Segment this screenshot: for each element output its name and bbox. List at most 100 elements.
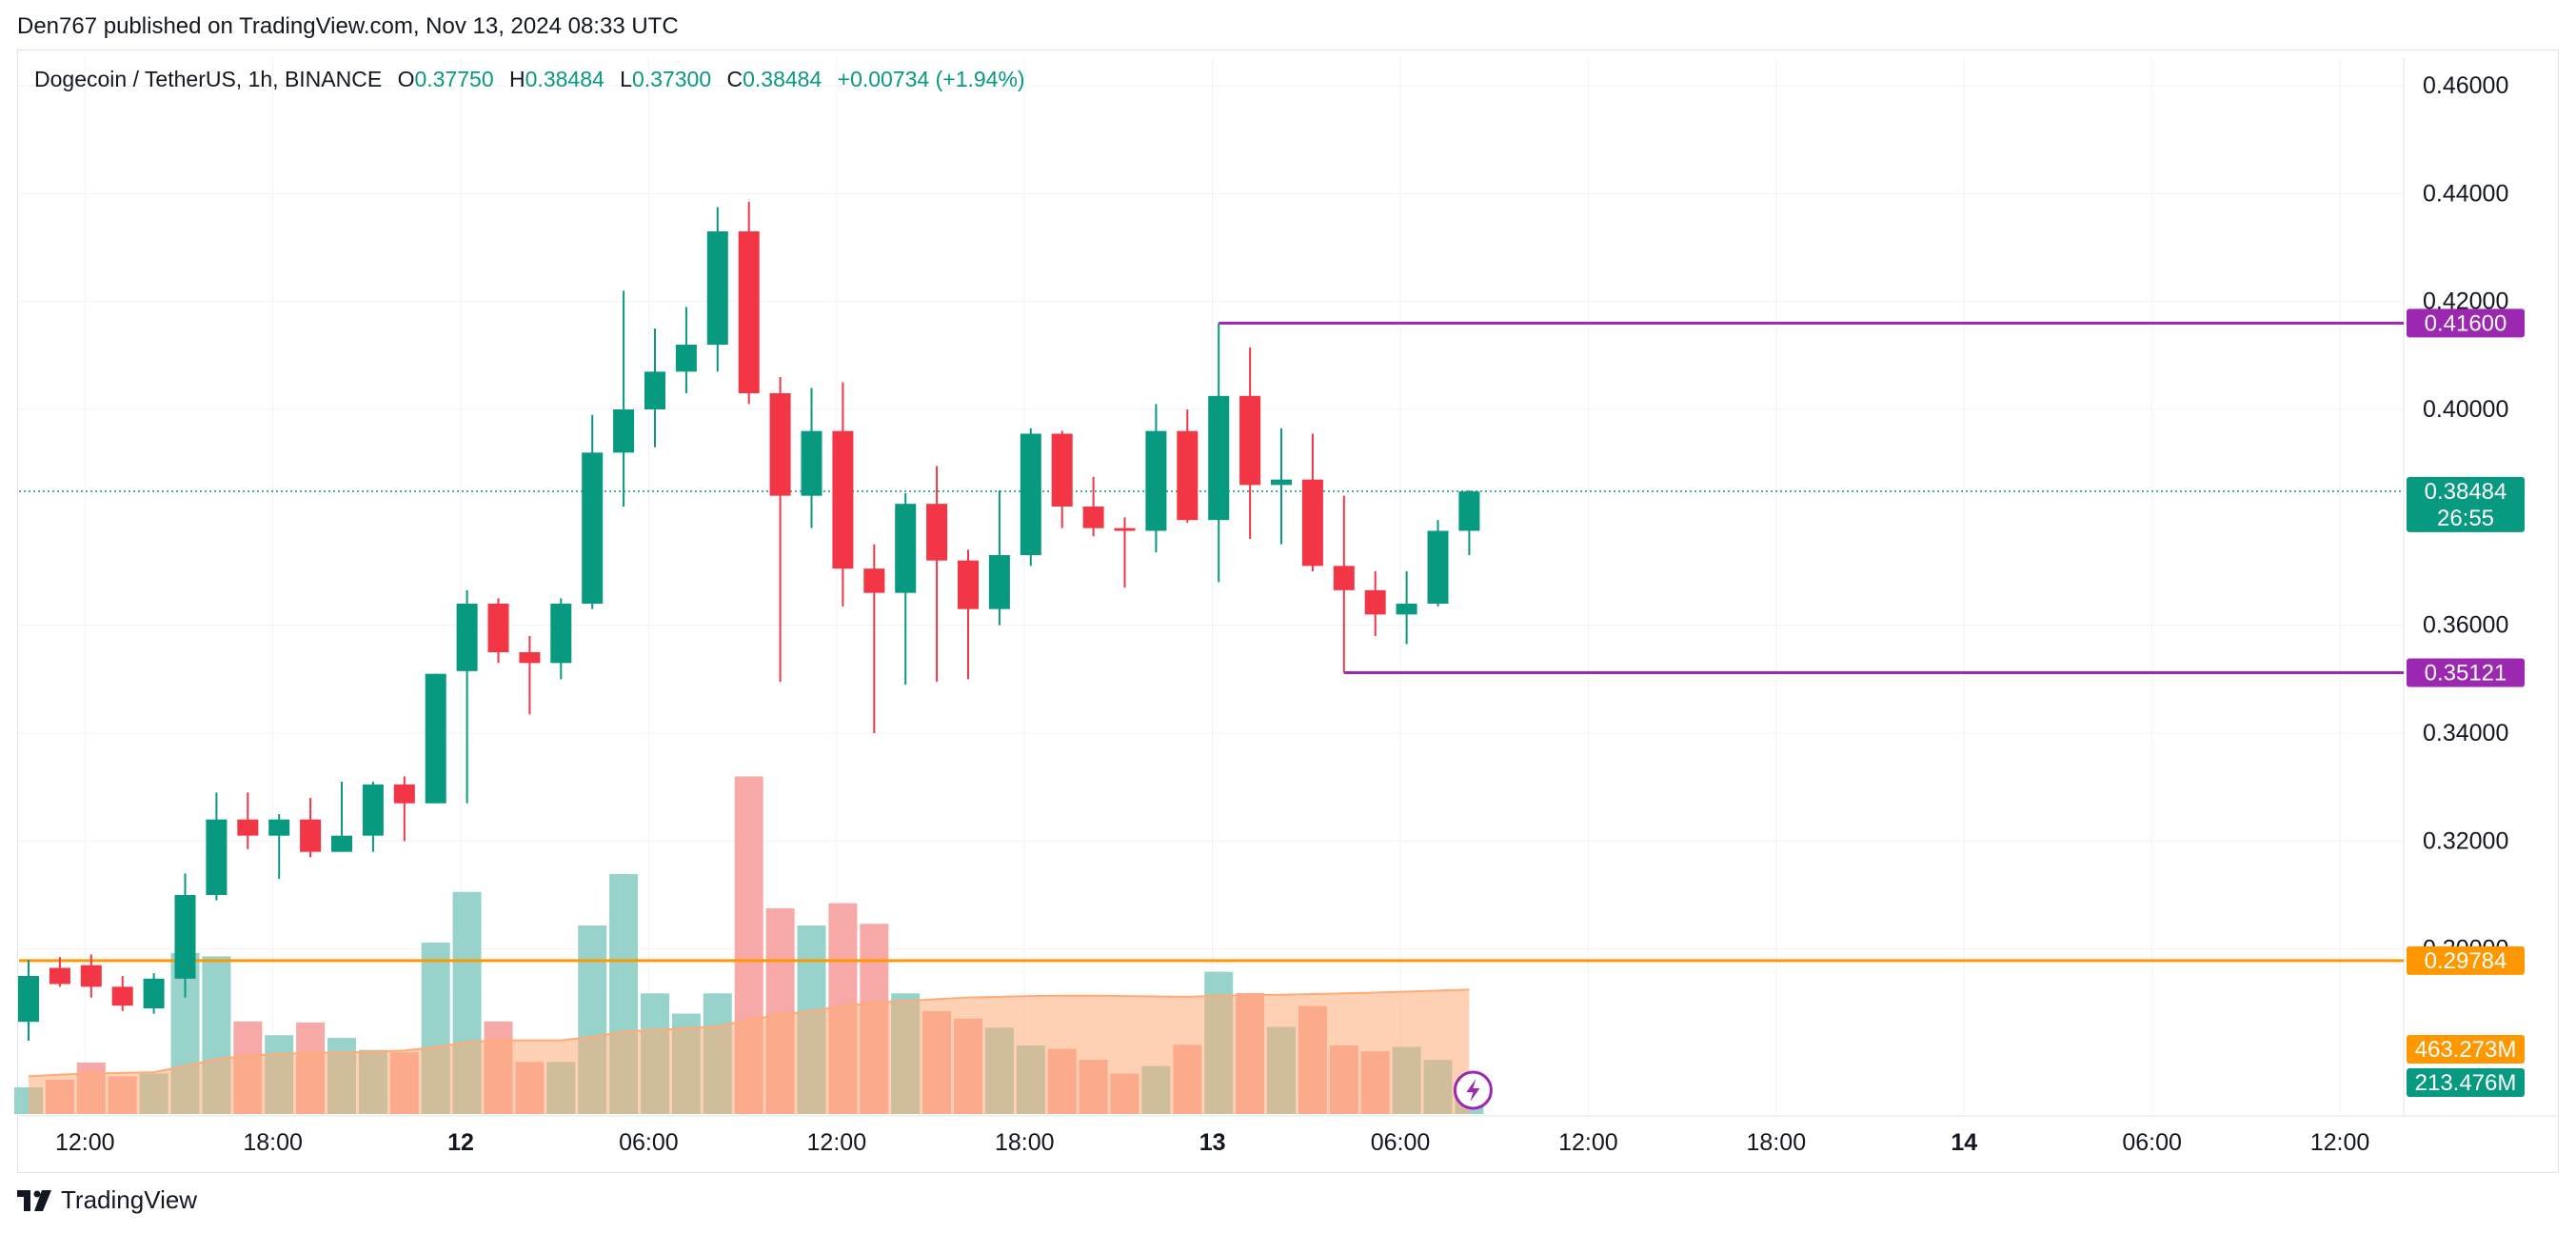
footer-brand-name: TradingView <box>61 1185 198 1214</box>
time-tick-label: 06:00 <box>1371 1129 1431 1156</box>
candle-body <box>1239 395 1261 486</box>
orange-level-tag-label: 0.29784 <box>2425 948 2507 974</box>
candle-body <box>1333 566 1355 590</box>
legend-low-label: L <box>620 67 632 91</box>
candle-body <box>300 819 322 852</box>
candle-body <box>487 604 509 652</box>
volume-tag-label: 213.476M <box>2415 1070 2517 1096</box>
candle-body <box>80 965 102 987</box>
candle-body <box>926 504 948 561</box>
price-tick-label: 0.44000 <box>2423 180 2508 207</box>
candle-body <box>1114 527 1136 531</box>
candle-body <box>143 978 165 1008</box>
candle-body <box>393 784 415 804</box>
price-tick-label: 0.40000 <box>2423 396 2508 423</box>
time-tick-label: 13 <box>1199 1129 1226 1156</box>
volume-ma-area <box>29 989 1470 1114</box>
legend-high-value: 0.38484 <box>525 67 604 91</box>
candle-body <box>769 393 791 496</box>
lightning-icon <box>1466 1079 1480 1102</box>
time-axis: 12:00 18:00 12 06:00 12:00 18:00 13 06:00 12:00 1… <box>55 1129 2369 1156</box>
volume-ma-tag-bg <box>2407 1035 2525 1064</box>
candle-body <box>49 967 70 985</box>
tradingview-logo-icon <box>17 1189 51 1211</box>
legend-open-value: 0.37750 <box>414 67 494 91</box>
time-tick-label: 12:00 <box>55 1129 115 1156</box>
current-price-tag-bg <box>2407 476 2525 532</box>
time-tick-label: 06:00 <box>2122 1129 2182 1156</box>
time-tick-label: 14 <box>1951 1129 1977 1156</box>
price-levels <box>19 321 2404 963</box>
candle-body <box>362 784 384 836</box>
price-tick-label: 0.32000 <box>2423 827 2508 854</box>
resistance-tag-bg <box>2407 308 2525 338</box>
candle-body <box>801 430 822 496</box>
symbol-legend: Dogecoin / TetherUS, 1h, BINANCE O0.3775… <box>34 67 1025 92</box>
legend-low-value: 0.37300 <box>631 67 712 91</box>
time-tick-label: 12 <box>447 1129 474 1156</box>
legend-high-label: H <box>509 67 525 91</box>
price-tick-label: 0.34000 <box>2423 720 2508 746</box>
candle-body <box>706 231 728 345</box>
candle-body <box>519 652 541 664</box>
current-price-tag-countdown: 26:55 <box>2437 506 2494 531</box>
time-tick-label: 18:00 <box>243 1129 303 1156</box>
candle-body <box>958 560 979 609</box>
orange-level-tag-bg <box>2407 945 2525 975</box>
candles <box>18 201 1480 1041</box>
candle-body <box>456 604 478 671</box>
candle-body <box>1208 395 1230 521</box>
candle-body <box>268 819 290 836</box>
lightning-icon <box>1453 1070 1493 1110</box>
time-tick-label: 18:00 <box>1747 1129 1807 1156</box>
current-price-tag-label: 0.38484 <box>2425 479 2507 505</box>
candle-body <box>1145 430 1167 531</box>
resistance-tag-label: 0.41600 <box>2425 310 2507 336</box>
candle-body <box>1396 604 1417 615</box>
candle-body <box>206 819 228 895</box>
candle-body <box>1177 430 1199 521</box>
published-caption: Den767 published on TradingView.com, Nov… <box>17 13 679 39</box>
candle-body <box>425 673 446 804</box>
candle-body <box>1082 507 1104 528</box>
chart-frame[interactable] <box>17 50 2559 1173</box>
grid-lines <box>19 57 2559 1117</box>
volume-ma <box>28 988 1470 1114</box>
time-tick-label: 06:00 <box>619 1129 679 1156</box>
legend-change: +0.00734 (+1.94%) <box>837 67 1025 91</box>
candle-body <box>18 976 39 1023</box>
candle-body <box>988 555 1010 609</box>
price-tick-label: 0.46000 <box>2423 72 2508 99</box>
candle-body <box>644 371 665 409</box>
candle-body <box>331 835 352 852</box>
time-tick-label: 18:00 <box>995 1129 1055 1156</box>
price-axis: 0.460000.440000.420000.400000.360000.340… <box>2423 72 2508 963</box>
price-tick-label: 0.36000 <box>2423 612 2508 639</box>
candle-body <box>738 231 760 393</box>
candle-body <box>1364 589 1386 615</box>
candle-body <box>832 430 854 569</box>
footer-brand[interactable]: TradingView <box>17 1185 197 1215</box>
candle-body <box>1458 491 1480 531</box>
legend-close-value: 0.38484 <box>743 67 822 91</box>
candle-body <box>675 345 697 372</box>
candle-body <box>550 604 572 664</box>
candle-body <box>582 452 604 604</box>
candle-body <box>237 819 259 836</box>
volume-tag-bg <box>2407 1068 2525 1097</box>
legend-close-label: C <box>726 67 743 91</box>
volume-ma-tag-label: 463.273M <box>2415 1037 2517 1063</box>
legend-open-label: O <box>397 67 415 91</box>
volume-ma-line <box>28 988 1470 1078</box>
candle-body <box>1301 479 1323 567</box>
candle-body <box>174 895 196 979</box>
candle-body <box>111 986 133 1006</box>
candle-body <box>1020 433 1041 555</box>
candle-body <box>1427 530 1449 604</box>
time-tick-label: 12:00 <box>1558 1129 1618 1156</box>
candle-body <box>1051 433 1073 507</box>
support-tag-label: 0.35121 <box>2425 660 2507 686</box>
legend-symbol[interactable]: Dogecoin / TetherUS, 1h, BINANCE <box>34 67 383 91</box>
